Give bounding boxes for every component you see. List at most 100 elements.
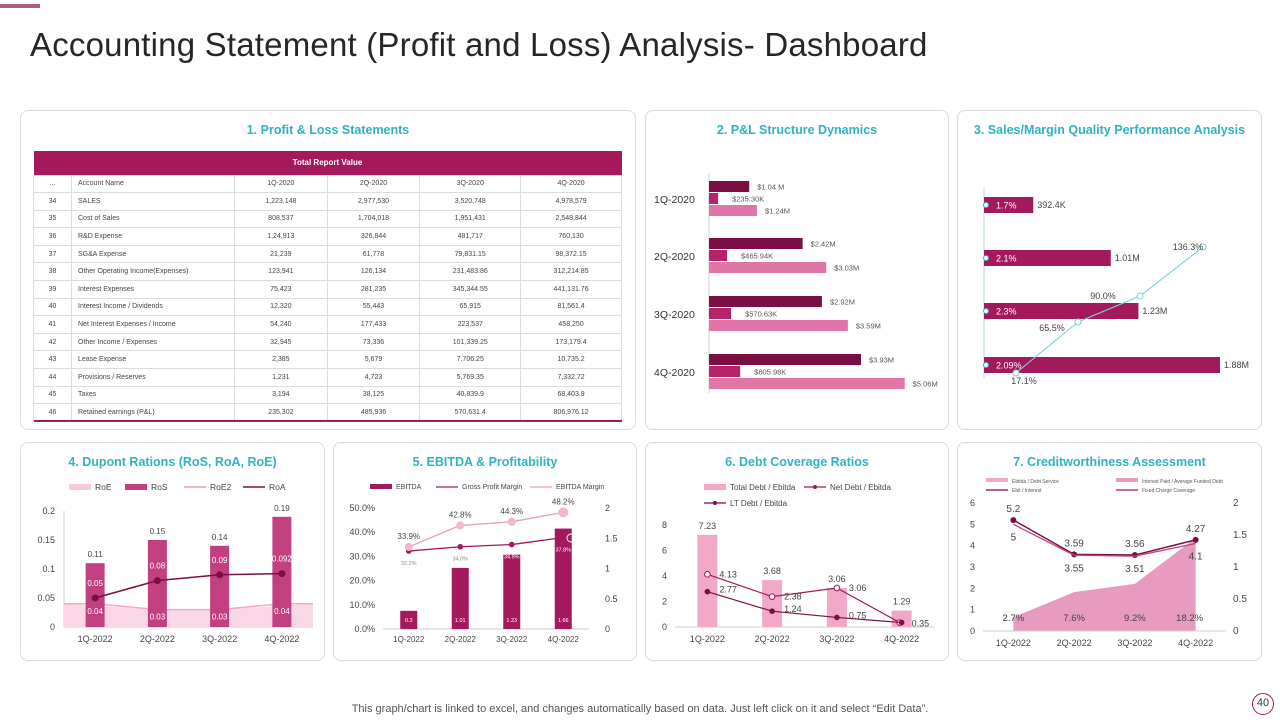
data-label: 1.88M: [1224, 360, 1249, 370]
roa-line: [94, 572, 282, 599]
table-cell: 3,520,748: [419, 192, 522, 211]
roe-label: 0.03: [212, 613, 228, 622]
roa-label: 0.092: [272, 555, 293, 564]
panel-title: 7. Creditworthiness Assessment: [1013, 455, 1206, 469]
table-column-header: ...: [33, 174, 72, 194]
table-cell: 79,831.15: [419, 244, 522, 264]
table-cell: 1,704,018: [326, 209, 421, 229]
area-label: 2.7%: [1003, 613, 1025, 624]
category-label: 4Q-2020: [654, 367, 695, 379]
table-cell: SALES: [71, 192, 235, 211]
bar: [984, 303, 1139, 319]
data-label: $3.03M: [834, 264, 859, 273]
lt-debt-point: [704, 588, 711, 595]
area-fill: [1013, 537, 1196, 631]
line-label: 65.5%: [1039, 323, 1065, 333]
roa-point: [91, 594, 99, 602]
bar: [709, 320, 848, 331]
area-label: 18.2%: [1176, 613, 1203, 624]
table-row: 41 Net Interest Expenses / Income 54,240 17…: [33, 315, 622, 334]
bar-badge: 2.1%: [996, 254, 1017, 264]
y-tick-label: 0.05: [37, 593, 55, 603]
roa-point: [278, 570, 286, 578]
x-tick-label: 3Q-2022: [819, 634, 854, 644]
y-left-tick: 10.0%: [349, 600, 375, 610]
table-cell: 7,706.25: [419, 350, 522, 370]
table-cell: Interest Income / Dividends: [71, 297, 235, 317]
gross-margin-line: [408, 536, 564, 552]
x-tick-label: 2Q-2022: [1057, 638, 1092, 648]
table-cell: Cost of Sales: [71, 209, 235, 229]
table-cell: 54,240: [234, 315, 328, 334]
panel-title: 6. Debt Coverage Ratios: [725, 455, 869, 469]
bar-badge: 2.3%: [996, 307, 1017, 317]
bar-marker: [983, 255, 989, 261]
x-tick-label: 3Q-2022: [1117, 638, 1152, 648]
y-left-tick: 0.0%: [354, 624, 375, 634]
table-cell: 46: [33, 403, 72, 422]
table-cell: 458,250: [520, 315, 622, 334]
ebitda-margin-label: 33.9%: [397, 532, 420, 541]
bar: [709, 296, 822, 307]
table-column-header: 1Q-2020: [234, 174, 328, 194]
y-left-tick: 20.0%: [349, 576, 375, 586]
table-row: 43 Lease Expense 2,385 5,679 7,706.25 10,735.…: [33, 350, 622, 370]
net-debt-point: [833, 584, 841, 592]
x-tick-label: 4Q-2022: [884, 634, 919, 644]
data-label: $1.04 M: [757, 183, 784, 192]
table-column-header: 3Q-2020: [419, 174, 522, 194]
data-label: $235.30K: [732, 195, 764, 204]
line-label: 136.3%: [1173, 242, 1204, 252]
y-tick-label: 0.15: [37, 535, 55, 545]
net-debt-label: 2.38: [784, 592, 802, 602]
data-label: $1.24M: [765, 207, 790, 216]
y-tick-label: 0.2: [42, 506, 55, 516]
gross-margin-label: 34.9%: [504, 555, 520, 561]
fixed-charge-label: 5: [1011, 532, 1017, 543]
roe-label: 0.04: [274, 607, 290, 616]
table-cell: R&D Expense: [71, 227, 235, 246]
panel-title: 5. EBITDA & Profitability: [412, 455, 558, 469]
table-cell: 235,302: [234, 403, 328, 422]
table-cell: 126,134: [326, 262, 421, 282]
bar: [709, 181, 750, 192]
ebitda-bar: [451, 567, 469, 629]
table-cell: 4,723: [326, 368, 421, 387]
legend-label: Total Debt / Ebitda: [730, 483, 796, 492]
table-cell: 45: [33, 385, 72, 405]
table-column-header: Account Name: [71, 174, 235, 194]
y-left-tick: 3: [970, 562, 975, 572]
ebit-interest-label: 5.2: [1006, 504, 1020, 515]
gross-margin-label: 37.8%: [555, 548, 571, 554]
gross-margin-label: 32.2%: [401, 561, 417, 567]
data-label: 392.4K: [1037, 200, 1066, 210]
table-cell: 35: [33, 209, 72, 229]
table-cell: 806,976.12: [520, 403, 622, 422]
legend-swatch: [370, 484, 392, 489]
y-tick-label: 4: [662, 571, 667, 581]
ebitda-bar: [554, 528, 572, 629]
x-tick-label: 1Q-2022: [393, 635, 425, 644]
table-cell: 34: [33, 192, 72, 211]
ebit-interest-point: [1192, 536, 1199, 543]
x-tick-label: 1Q-2022: [690, 634, 725, 644]
y-tick-label: 6: [662, 546, 667, 556]
panel-title: 1. Profit & Loss Statements: [246, 123, 410, 137]
total-debt-label: 3.06: [828, 574, 846, 584]
ebitda-margin-label: 44.3%: [500, 507, 523, 516]
table-cell: 5,769.35: [419, 368, 522, 387]
table-cell: 4,978,579: [520, 192, 622, 211]
table-cell: 281,235: [326, 280, 421, 299]
gross-margin-point: [508, 541, 515, 548]
table-cell: 570,631.4: [419, 403, 522, 422]
y-right-tick: 2: [1233, 498, 1239, 509]
table-cell: 223,537: [419, 315, 522, 334]
y-right-tick: 1: [1233, 562, 1239, 573]
table-row: 42 Other Income / Expenses 32,945 73,336 101…: [33, 332, 622, 352]
ros-bar: [210, 545, 230, 627]
x-tick-label: 4Q-2022: [548, 635, 580, 644]
category-label: 3Q-2020: [654, 309, 695, 321]
data-label: 1.01M: [1115, 253, 1140, 263]
table-cell: 1,24,913: [234, 227, 328, 246]
table-cell: Provisions / Reserves: [71, 368, 235, 387]
